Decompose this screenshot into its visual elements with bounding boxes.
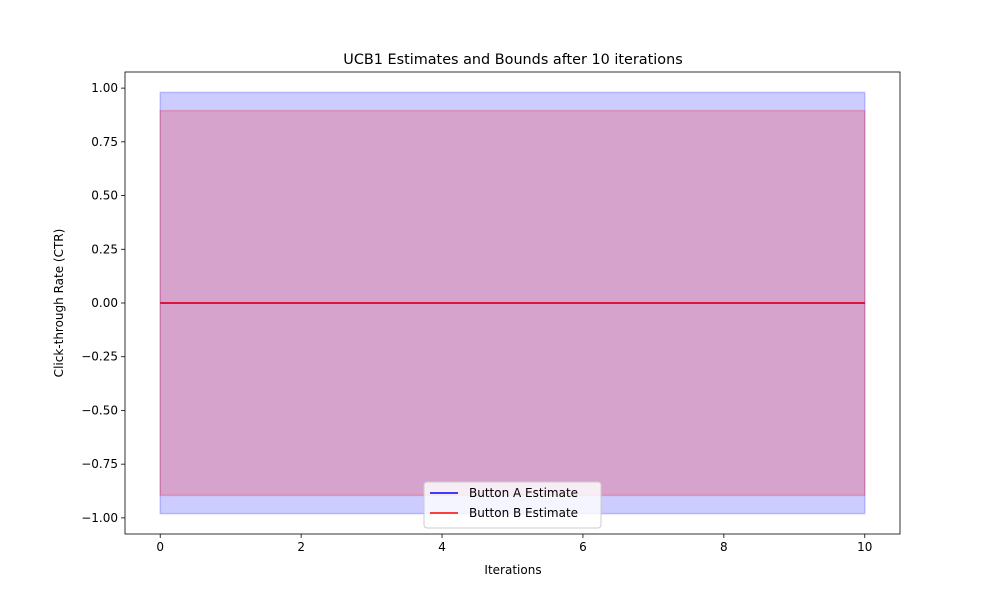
y-tick-label: 1.00 xyxy=(91,81,118,95)
chart-title: UCB1 Estimates and Bounds after 10 itera… xyxy=(343,52,682,68)
y-tick-label: 0.00 xyxy=(91,296,118,310)
x-tick-label: 6 xyxy=(579,540,587,554)
y-tick-label: 0.75 xyxy=(91,135,118,149)
legend-entry-1: Button A Estimate xyxy=(469,486,578,500)
y-tick-label: −1.00 xyxy=(81,511,118,525)
plot-area: 0 2 4 6 8 10 1.00 0.75 0.50 0.25 0.00 −0.25 −0.50 −0.… xyxy=(81,71,901,554)
y-tick-label: −0.75 xyxy=(81,457,118,471)
x-tick-label: 8 xyxy=(720,540,728,554)
y-axis-label: Click-through Rate (CTR) xyxy=(52,229,66,378)
x-tick-label: 4 xyxy=(438,540,446,554)
legend-box xyxy=(423,481,602,529)
legend-entry-2: Button B Estimate xyxy=(469,506,578,520)
x-tick-label: 0 xyxy=(156,540,164,554)
x-tick-label: 10 xyxy=(857,540,872,554)
x-tick-label: 2 xyxy=(297,540,305,554)
y-tick-label: 0.25 xyxy=(91,242,118,256)
y-tick-label: −0.50 xyxy=(81,403,118,417)
y-tick-label: −0.25 xyxy=(81,350,118,364)
y-tick-label: 0.50 xyxy=(91,189,118,203)
x-axis-label: Iterations xyxy=(484,563,541,577)
